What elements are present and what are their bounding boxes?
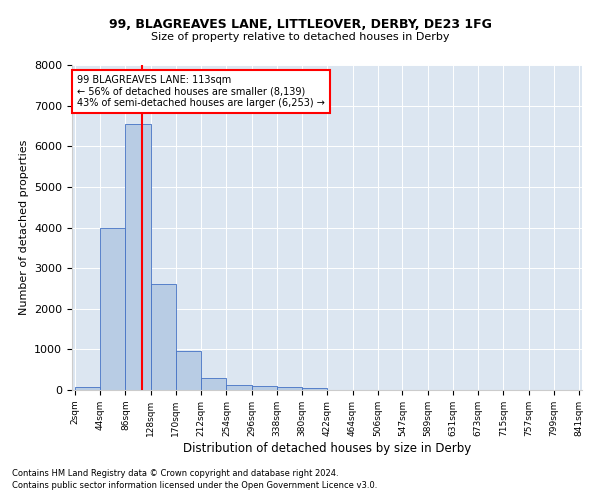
Bar xyxy=(302,388,328,390)
X-axis label: Distribution of detached houses by size in Derby: Distribution of detached houses by size … xyxy=(183,442,471,454)
Bar xyxy=(251,386,277,390)
Bar xyxy=(277,386,302,390)
Bar xyxy=(125,124,151,390)
Bar xyxy=(100,228,125,390)
Bar xyxy=(201,378,226,390)
Y-axis label: Number of detached properties: Number of detached properties xyxy=(19,140,29,315)
Text: 99 BLAGREAVES LANE: 113sqm
← 56% of detached houses are smaller (8,139)
43% of s: 99 BLAGREAVES LANE: 113sqm ← 56% of deta… xyxy=(77,75,325,108)
Bar xyxy=(75,387,100,390)
Bar xyxy=(226,385,251,390)
Text: Contains public sector information licensed under the Open Government Licence v3: Contains public sector information licen… xyxy=(12,481,377,490)
Text: 99, BLAGREAVES LANE, LITTLEOVER, DERBY, DE23 1FG: 99, BLAGREAVES LANE, LITTLEOVER, DERBY, … xyxy=(109,18,491,30)
Text: Contains HM Land Registry data © Crown copyright and database right 2024.: Contains HM Land Registry data © Crown c… xyxy=(12,468,338,477)
Text: Size of property relative to detached houses in Derby: Size of property relative to detached ho… xyxy=(151,32,449,42)
Bar xyxy=(176,351,201,390)
Bar xyxy=(151,284,176,390)
